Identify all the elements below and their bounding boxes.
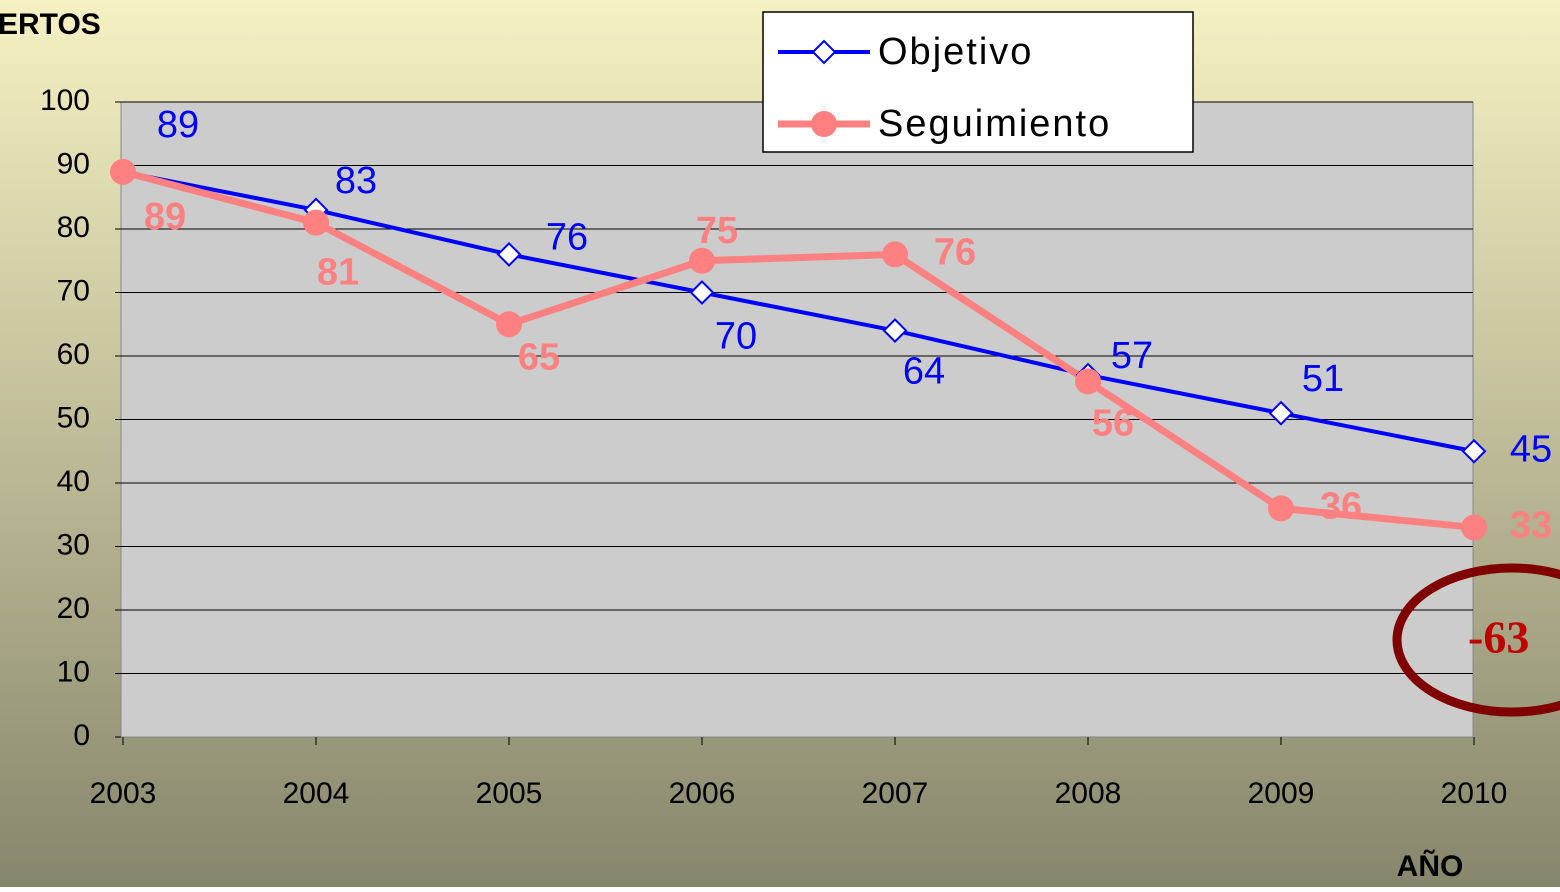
marker — [496, 311, 522, 338]
x-tick-label: 2005 — [476, 777, 543, 810]
marker — [303, 209, 329, 236]
marker — [689, 247, 715, 274]
data-label: 76 — [934, 231, 976, 273]
y-tick-label: 100 — [40, 84, 90, 117]
y-tick-label: 10 — [57, 655, 90, 688]
data-label: 45 — [1510, 428, 1552, 470]
data-label: 70 — [715, 316, 757, 358]
marker — [1268, 495, 1294, 522]
y-tick-label: 70 — [57, 274, 90, 307]
data-label: 51 — [1302, 358, 1344, 400]
marker — [1461, 514, 1487, 541]
x-tick-label: 2004 — [283, 777, 350, 810]
data-label: 57 — [1111, 335, 1153, 377]
data-label: 89 — [144, 196, 186, 238]
series-line — [122, 169, 1475, 454]
marker — [689, 280, 715, 305]
marker — [882, 318, 908, 344]
marker — [1461, 438, 1487, 464]
y-axis-title: ERTOS — [0, 8, 101, 41]
data-label: 65 — [518, 336, 560, 378]
data-label: 36 — [1320, 485, 1362, 527]
marker — [496, 241, 522, 267]
data-label: 76 — [546, 216, 588, 258]
legend-marker — [811, 39, 837, 65]
x-tick-label: 2008 — [1055, 777, 1122, 810]
marker — [882, 241, 908, 268]
x-tick-label: 2003 — [90, 777, 157, 810]
legend-marker — [811, 111, 837, 137]
data-label: 89 — [157, 104, 199, 146]
series-line — [122, 168, 1475, 531]
marker — [110, 158, 136, 185]
x-axis-title: AÑO — [1397, 849, 1464, 883]
y-tick-label: 40 — [57, 465, 90, 498]
marker — [1268, 400, 1294, 426]
x-tick-label: 2009 — [1248, 777, 1315, 810]
data-label: 75 — [696, 210, 738, 252]
y-tick-label: 60 — [57, 338, 90, 371]
y-tick-label: 50 — [57, 401, 90, 434]
data-label: 64 — [903, 351, 945, 393]
y-tick-label: 20 — [57, 592, 90, 625]
legend-label: Objetivo — [878, 31, 1033, 73]
x-tick-label: 2007 — [862, 777, 929, 810]
annotation-ellipse — [1392, 563, 1560, 717]
data-label: 33 — [1510, 504, 1552, 546]
marker — [1075, 368, 1101, 395]
y-tick-label: 0 — [73, 719, 90, 752]
y-tick-label: 30 — [57, 528, 90, 561]
y-tick-label: 80 — [57, 211, 90, 244]
legend-label: Seguimiento — [878, 103, 1111, 145]
data-label: 83 — [335, 160, 377, 202]
annotation: -63 — [1468, 612, 1529, 663]
data-label: 56 — [1092, 402, 1134, 444]
x-tick-label: 2010 — [1441, 777, 1508, 810]
y-tick-label: 90 — [57, 147, 90, 180]
data-label: 81 — [317, 252, 359, 294]
x-tick-label: 2006 — [669, 777, 736, 810]
